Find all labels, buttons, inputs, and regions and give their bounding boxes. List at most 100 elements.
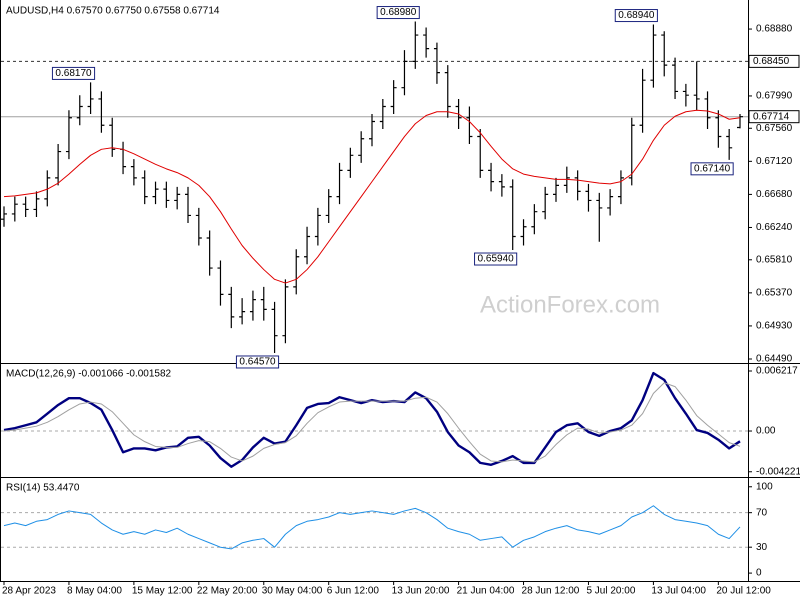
ohlc-bar — [87, 82, 94, 114]
y-tick-label: 0.64930 — [756, 321, 793, 332]
ohlc-bar — [358, 131, 365, 163]
ohlc-bar — [585, 183, 592, 212]
ohlc-bar — [22, 196, 29, 217]
ohlc-bar — [542, 186, 549, 220]
ohlc-bar — [185, 186, 191, 223]
ohlc-bar — [130, 159, 137, 186]
x-tick-label: 13 Jul 04:00 — [651, 586, 706, 597]
y-tick-label: -0.004221 — [756, 466, 800, 477]
x-tick-label: 5 Jul 20:00 — [586, 586, 635, 597]
ohlc-bar — [76, 95, 83, 126]
ohlc-bar — [55, 144, 62, 186]
price-label: 0.68170 — [55, 68, 92, 79]
y-tick-label: 0.67990 — [756, 91, 793, 102]
ohlc-bar — [228, 286, 235, 329]
panel-title: RSI(14) 53.4470 — [6, 483, 80, 494]
price-label-box — [474, 252, 518, 266]
price-line-box — [748, 54, 800, 68]
x-tick-label: 13 Jun 20:00 — [392, 586, 450, 597]
price-label-box — [690, 162, 734, 176]
series-line — [3, 371, 741, 468]
ohlc-bar — [693, 61, 700, 111]
y-tick-label: 0 — [756, 568, 762, 579]
price-label-box — [376, 6, 420, 20]
y-tick-label: 0.68880 — [756, 24, 793, 35]
ohlc-bar — [65, 110, 72, 160]
ohlc-bar — [488, 162, 495, 192]
ohlc-bar — [163, 181, 170, 208]
ohlc-bar — [596, 192, 603, 242]
x-tick-label: 20 Jul 12:00 — [716, 586, 771, 597]
ohlc-bar — [336, 162, 343, 205]
x-tick-label: 21 Jun 04:00 — [457, 586, 515, 597]
ohlc-bar — [466, 106, 473, 145]
ohlc-bar — [737, 113, 743, 129]
ohlc-bar — [553, 177, 559, 202]
price-line-label: 0.67714 — [753, 111, 790, 122]
ohlc-bar — [423, 27, 430, 58]
x-tick-label: 6 Jun 12:00 — [327, 586, 380, 597]
ohlc-bar — [477, 129, 484, 178]
ohlc-bar — [141, 170, 148, 205]
price-label: 0.64570 — [239, 357, 276, 368]
ohlc-bar — [661, 31, 668, 77]
ohlc-bar — [704, 91, 711, 130]
ohlc-bar — [217, 260, 224, 306]
panel-title: AUDUSD,H4 0.67570 0.67750 0.67558 0.6771… — [6, 6, 220, 17]
y-tick-label: 0.006217 — [756, 366, 798, 377]
x-tick-label: 8 May 04:00 — [67, 586, 122, 597]
ohlc-bar — [347, 147, 354, 178]
ohlc-bar — [509, 179, 516, 251]
y-tick-label: 100 — [756, 481, 773, 492]
ohlc-bar — [401, 50, 408, 96]
ohlc-bar — [239, 298, 246, 325]
ohlc-bar — [607, 189, 614, 216]
price-label-box — [51, 66, 96, 80]
ohlc-bar — [650, 24, 657, 88]
ohlc-bar — [433, 42, 440, 84]
ohlc-bar — [574, 170, 581, 201]
series-line — [3, 505, 741, 550]
x-tick-label: 30 May 04:00 — [262, 586, 323, 597]
ohlc-bar — [314, 207, 321, 246]
panel-title: MACD(12,26,9) -0.001066 -0.001582 — [6, 369, 172, 380]
ohlc-bar — [249, 290, 256, 321]
ohlc-bar — [44, 170, 51, 207]
x-tick-label: 28 Jun 12:00 — [522, 586, 580, 597]
ohlc-bar — [11, 196, 18, 222]
price-label: 0.67140 — [694, 163, 731, 174]
ohlc-bar — [1, 206, 7, 227]
y-tick-label: 70 — [756, 507, 768, 518]
y-tick-label: 0.65370 — [756, 287, 793, 298]
x-tick-label: 15 May 12:00 — [132, 586, 193, 597]
price-label-box — [235, 355, 280, 369]
ohlc-bar — [325, 189, 332, 223]
ohlc-bar — [682, 83, 689, 107]
price-line-box — [748, 110, 800, 124]
price-label-box — [614, 9, 658, 23]
y-tick-label: 0.66240 — [756, 222, 793, 233]
y-tick-label: 0.66680 — [756, 189, 793, 200]
price-label: 0.65940 — [478, 254, 515, 265]
y-tick-label: 0.64490 — [756, 354, 793, 365]
ohlc-bar — [304, 226, 311, 265]
ohlc-bar — [195, 207, 202, 246]
ohlc-bar — [282, 279, 289, 344]
ohlc-bar — [412, 21, 419, 69]
ohlc-bar — [715, 110, 722, 148]
ohlc-bar — [152, 181, 159, 205]
ohlc-bar — [444, 65, 451, 118]
ohlc-bar — [98, 91, 105, 133]
x-tick-label: 22 May 20:00 — [197, 586, 258, 597]
x-tick-label: 28 Apr 2023 — [2, 586, 56, 597]
ohlc-bar — [271, 301, 278, 353]
price-label: 0.68980 — [380, 7, 417, 18]
ohlc-bar — [520, 219, 527, 246]
ohlc-bar — [33, 191, 40, 217]
series-line — [3, 382, 741, 463]
ohlc-bar — [174, 186, 181, 210]
y-tick-label: 0.67120 — [756, 156, 793, 167]
